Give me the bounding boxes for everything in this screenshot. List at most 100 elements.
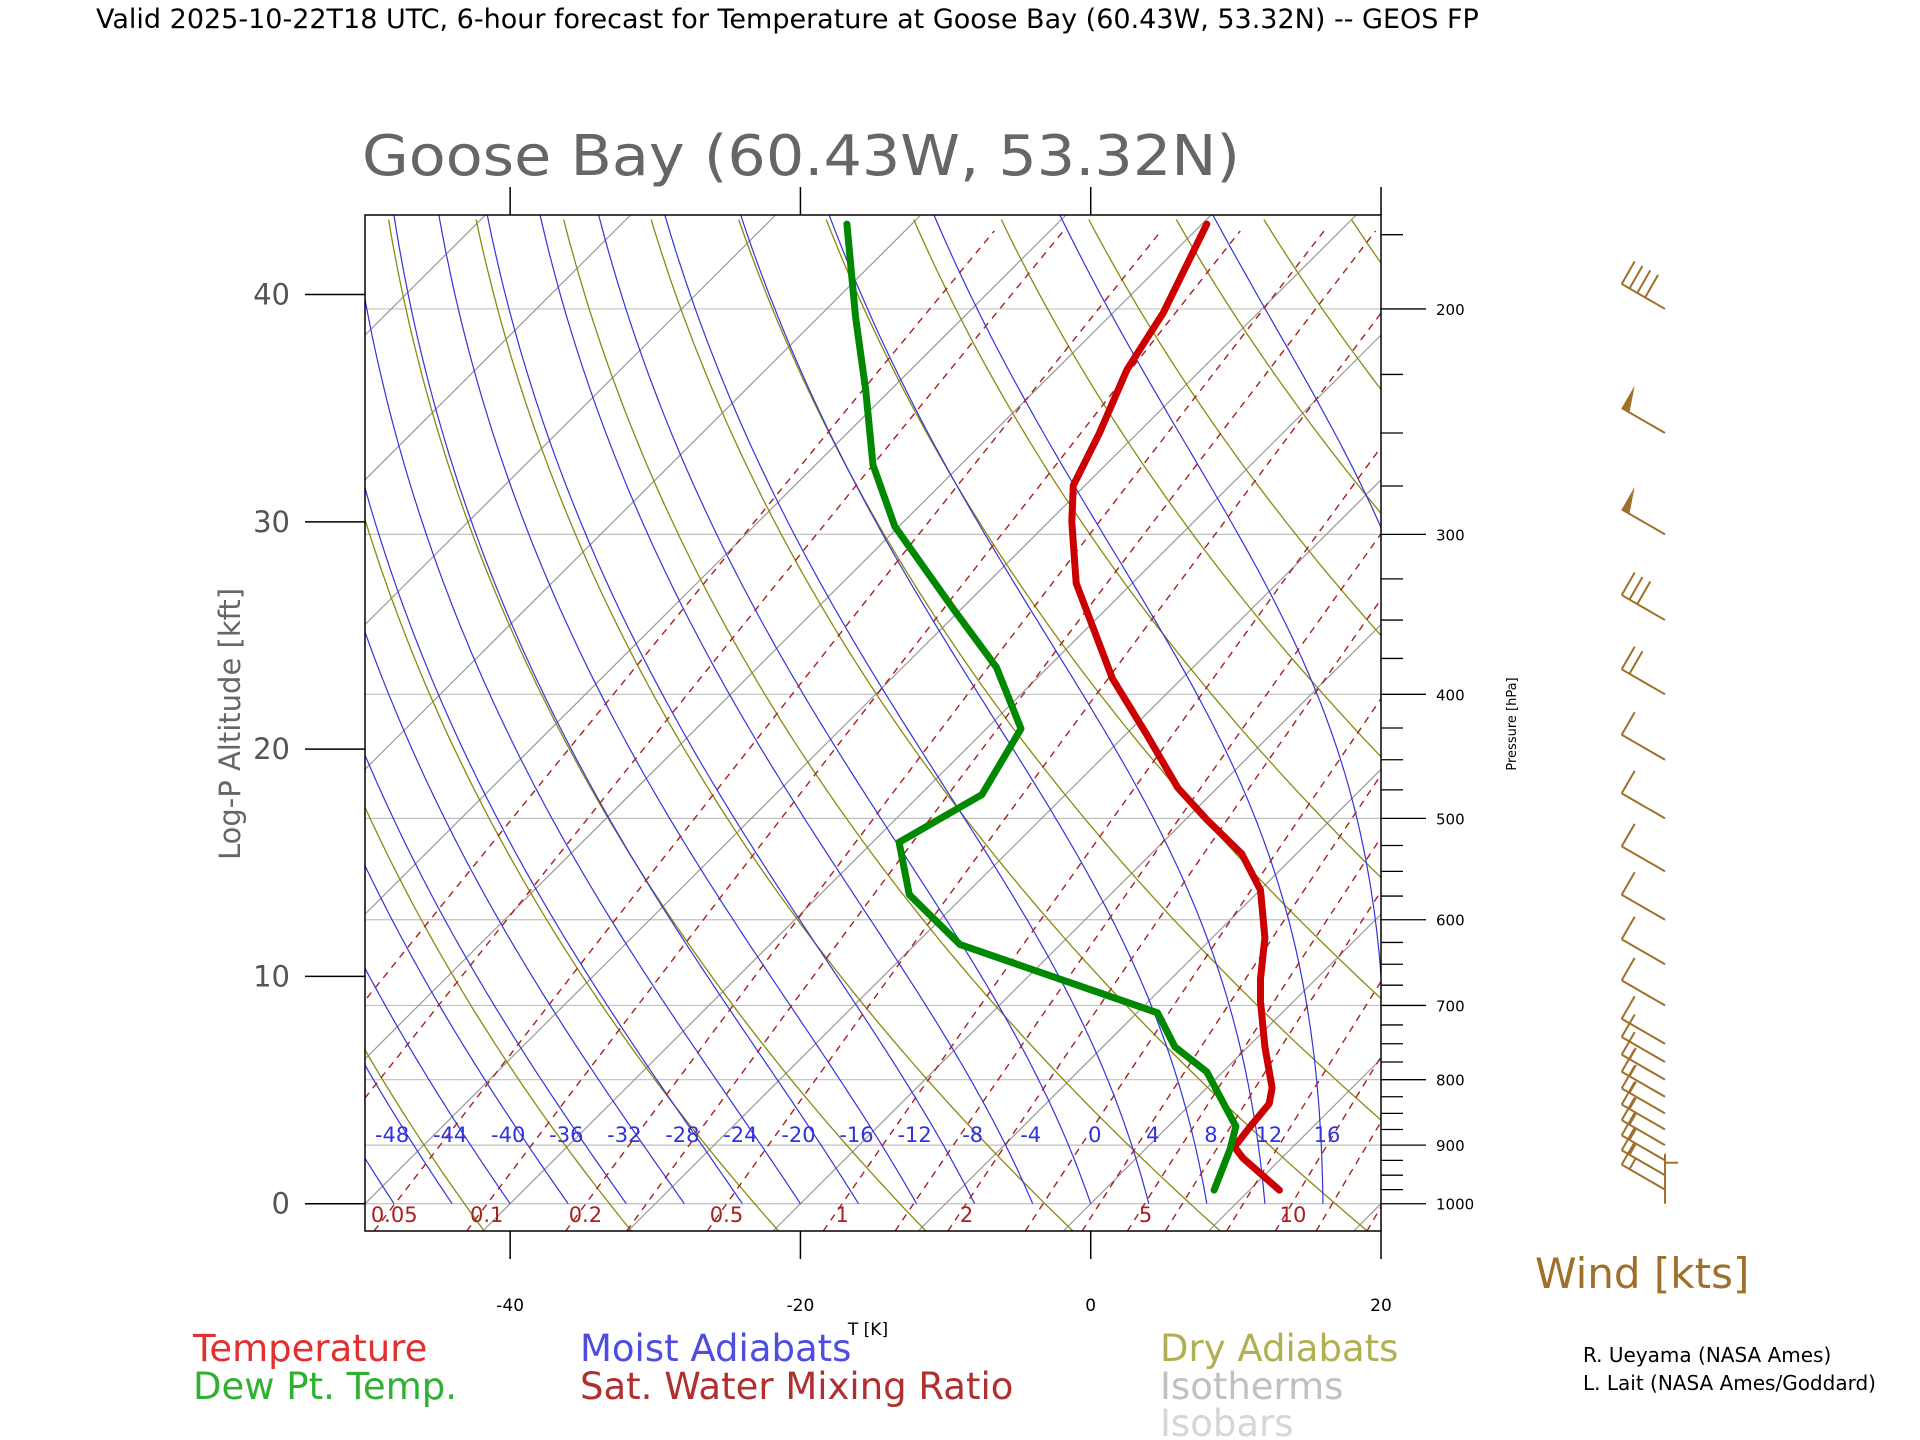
- moist-adiabat-label: 12: [1256, 1123, 1283, 1147]
- dewpoint-profile-line: [843, 220, 1240, 1194]
- moist-adiabat-line: [365, 864, 569, 1205]
- mixing-ratio-line: [1532, 231, 1920, 1231]
- dry-adiabat-line: [650, 219, 1368, 1231]
- legend-temperature: Temperature: [192, 1327, 427, 1370]
- chart-title: Goose Bay (60.43W, 53.32N): [362, 124, 1240, 189]
- mixing-ratio-label: 1: [836, 1203, 849, 1227]
- isotherm-line: [0, 215, 195, 1231]
- wind-barbs: [1620, 260, 1678, 1204]
- isotherm-line: [772, 623, 1381, 1231]
- wind-barb: [1620, 957, 1666, 1007]
- legend-isotherms: Isotherms: [1160, 1365, 1343, 1408]
- moist-adiabat-label: -40: [491, 1123, 525, 1147]
- wind-barb: [1620, 995, 1666, 1045]
- moist-adiabat-line: [393, 215, 860, 1205]
- x-tick-label: 20: [1370, 1296, 1392, 1316]
- moist-adiabat-line: [1671, 149, 1920, 1204]
- wind-barb: [1620, 1065, 1666, 1115]
- x-axis-ticks: -40 -20 0 20: [496, 187, 1392, 1316]
- moist-adiabat-label: 8: [1204, 1123, 1217, 1147]
- moist-adiabat-label: -16: [839, 1123, 873, 1147]
- moist-adiabat-label: -12: [897, 1123, 931, 1147]
- moist-adiabat-label: -4: [1020, 1123, 1041, 1147]
- mixing-ratio-label: 5: [1139, 1203, 1152, 1227]
- isotherm-line: [917, 768, 1381, 1231]
- moist-adiabat-label: -32: [607, 1123, 641, 1147]
- dry-adiabat-line: [1263, 219, 1381, 391]
- moist-adiabat-label: 16: [1314, 1123, 1341, 1147]
- moist-adiabat-line: [1613, 149, 1793, 1204]
- isotherm-line: [482, 334, 1381, 1231]
- x-axis-label: T [K]: [847, 1320, 888, 1340]
- isotherm-line: [365, 215, 1212, 1060]
- mixing-ratio-label: 10: [1280, 1203, 1307, 1227]
- wind-barb: [1620, 1048, 1666, 1098]
- mixing-ratio-line: [1315, 1120, 1381, 1231]
- legend-dry-adiabats: Dry Adiabats: [1160, 1327, 1398, 1370]
- pressure-axis-ticks: 1000 900 800 700 600 500 400 300 200: [1381, 234, 1474, 1214]
- moist-adiabat-lines: [54, 149, 1920, 1205]
- mixing-ratio-label: 0.2: [569, 1203, 602, 1227]
- mixing-ratio-line: [365, 230, 1065, 1100]
- mixing-ratio-line: [365, 230, 995, 1002]
- dry-adiabat-line: [365, 805, 632, 1231]
- legend-isobars: Isobars: [1160, 1402, 1293, 1440]
- isotherm-line: [1062, 913, 1381, 1231]
- moist-adiabat-label: -24: [723, 1123, 757, 1147]
- y-tick-label: 30: [253, 505, 290, 539]
- plot-frame: [364, 214, 1382, 1232]
- moist-adiabat-line: [1555, 149, 1658, 1204]
- wind-barb: [1620, 260, 1666, 310]
- y-tick-label: 10: [253, 959, 290, 993]
- mixing-ratio-lines: [365, 230, 1920, 1231]
- moist-adiabat-label: -48: [375, 1123, 409, 1147]
- isotherm-line: [0, 215, 340, 1231]
- moist-adiabat-labels: -48 -44 -40 -36 -32 -28 -24 -20 -16 -12 -8 -4 0 4 8 12 1…: [375, 1123, 1340, 1147]
- wind-barb: [1664, 1153, 1678, 1204]
- wind-label: Wind [kts]: [1535, 1249, 1749, 1298]
- moist-adiabat-label: -8: [962, 1123, 983, 1147]
- wind-barb: [1620, 711, 1666, 761]
- moist-adiabat-line: [365, 966, 511, 1205]
- mixing-ratio-labels: 0.05 0.1 0.2 0.5 1 2 5 10: [371, 1203, 1307, 1227]
- moist-adiabat-label: 0: [1088, 1123, 1101, 1147]
- moist-adiabat-line: [365, 753, 627, 1205]
- mixing-ratio-line: [706, 312, 1381, 1231]
- y-axis-label: Log-P Altitude [kft]: [213, 588, 247, 860]
- dry-adiabat-line: [38, 220, 337, 1232]
- mixing-ratio-label: 0.1: [470, 1203, 503, 1227]
- mixing-ratio-line: [1164, 890, 1381, 1231]
- credit-line-1: R. Ueyama (NASA Ames): [1583, 1343, 1831, 1367]
- wind-barb: [1620, 572, 1666, 621]
- pressure-tick-label: 600: [1436, 912, 1465, 930]
- wind-barb: [1620, 1031, 1666, 1081]
- legend-mixing-ratio: Sat. Water Mixing Ratio: [580, 1365, 1013, 1408]
- dry-adiabat-lines: [38, 219, 1920, 1232]
- mixing-ratio-line: [894, 532, 1381, 1231]
- wind-barb: [1620, 646, 1666, 696]
- isotherm-line: [0, 215, 50, 1231]
- temperature-profile-line: [1068, 220, 1283, 1194]
- wind-barb: [1620, 770, 1666, 820]
- isotherm-line: [365, 215, 922, 771]
- pressure-tick-label: 300: [1436, 526, 1465, 544]
- isotherm-line: [365, 215, 777, 626]
- right-axis-label: Pressure [hPa]: [1505, 677, 1520, 770]
- moist-adiabat-label: -36: [549, 1123, 583, 1147]
- mixing-ratio-line: [373, 230, 1162, 1231]
- mixing-ratio-label: 0.05: [371, 1203, 418, 1227]
- wind-barb: [1621, 385, 1666, 434]
- moist-adiabat-line: [539, 215, 1034, 1204]
- x-tick-label: -40: [496, 1296, 524, 1316]
- x-tick-label: -20: [787, 1296, 815, 1316]
- isotherm-line: [365, 215, 631, 481]
- mixing-ratio-line: [1487, 231, 1920, 1231]
- y-axis-ticks: 0 10 20 30 40: [253, 278, 365, 1221]
- dry-adiabat-line: [1526, 220, 1920, 1232]
- moist-adiabat-line: [54, 149, 336, 1204]
- header-text: Valid 2025-10-22T18 UTC, 6-hour forecast…: [96, 4, 1479, 35]
- moist-adiabat-line: [486, 215, 976, 1204]
- mixing-ratio-line: [822, 446, 1381, 1231]
- moist-adiabat-label: -44: [433, 1123, 467, 1147]
